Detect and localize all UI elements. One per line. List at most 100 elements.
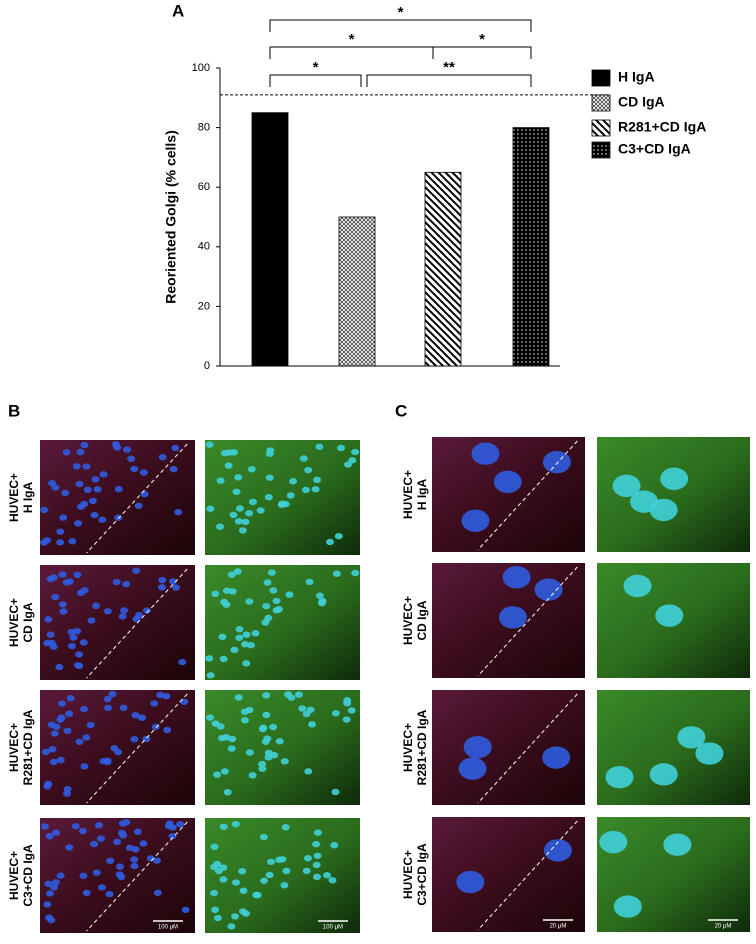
nucleus [213,914,222,922]
nucleus [277,501,286,508]
nucleus [325,538,334,546]
significance-bracket [366,74,532,87]
nucleus [180,698,189,705]
nucleus [98,884,107,891]
micrograph [205,565,360,680]
nucleus [242,631,251,638]
nucleus [59,514,68,521]
nucleus [312,861,321,869]
nucleus [205,441,214,448]
nucleus [231,820,240,828]
nucleus [108,690,117,698]
nucleus [227,923,236,930]
y-tick-label: 0 [204,360,210,372]
nucleus [74,520,83,527]
legend-swatch [591,119,611,137]
row-label: HUVEC+CD IgA [401,596,429,645]
nucleus [660,467,689,490]
nucleus [56,872,65,879]
row-label-line: C3+CD IgA [415,843,429,906]
y-tick-label: 20 [198,300,210,312]
nucleus [246,641,255,649]
nucleus [498,606,527,629]
nucleus [139,469,148,476]
nucleus [50,884,59,891]
nucleus [245,598,254,605]
nucleus [44,616,53,623]
nucleus [234,518,243,525]
nucleus [534,578,563,601]
y-axis-label: Reoriented Golgi (% cells) [163,130,179,303]
panel-label: B [8,401,20,420]
nucleus [313,852,322,859]
nucleus [115,863,124,870]
bar [251,112,289,367]
nucleus [220,449,229,457]
micrograph [205,818,360,933]
nucleus [49,758,58,766]
nucleus [238,867,247,875]
legend-label: R281+CD IgA [618,119,706,135]
legend-swatch [591,141,611,159]
nucleus [106,857,115,865]
nucleus [119,832,128,839]
scale-bar-label: 20 μM [550,924,567,930]
nucleus [80,587,89,594]
nucleus [78,827,87,835]
nucleus [267,569,276,576]
nucleus [260,877,269,884]
nucleus [114,514,123,521]
nucleus [59,608,68,615]
nucleus [44,880,53,887]
nucleus [211,906,220,913]
nucleus [122,580,131,588]
nucleus [152,857,161,864]
diagonal-marker [86,693,188,804]
nucleus [612,474,641,498]
nucleus [218,633,227,641]
nucleus [351,569,360,577]
nucleus [542,450,571,474]
nucleus [241,518,250,526]
nucleus [655,604,684,627]
nucleus [133,828,142,835]
nucleus [227,745,236,752]
nucleus [234,694,243,701]
nucleus [228,588,237,595]
nucleus [245,509,254,517]
legend-label: C3+CD IgA [618,141,691,157]
row-label-line: HUVEC+ [401,596,415,645]
nucleus [265,474,274,481]
row-label-line: H IgA [415,479,429,511]
nucleus [49,643,58,650]
nucleus [312,840,321,848]
nucleus [210,889,219,897]
nucleus [258,765,267,772]
nucleus [132,567,141,574]
nucleus [313,873,322,881]
nucleus [613,895,642,918]
nucleus [168,824,177,831]
nucleus [150,700,159,707]
nucleus [224,462,233,469]
nucleus [299,455,308,462]
legend-label: CD IgA [618,94,665,110]
nucleus [242,660,251,667]
nucleus [289,478,298,485]
nucleus [213,771,222,778]
nucleus [142,607,151,614]
nucleus [247,466,256,473]
nucleus [178,658,187,666]
nucleus [75,480,84,488]
nucleus [51,484,60,491]
nucleus [294,691,303,698]
panel-label: A [172,1,184,20]
nucleus [96,835,105,842]
nucleus [181,906,190,914]
nucleus [331,788,340,796]
nucleus [57,714,66,721]
nucleus [230,646,239,654]
nucleus [281,824,290,831]
nucleus [305,578,314,586]
nucleus [117,873,126,881]
